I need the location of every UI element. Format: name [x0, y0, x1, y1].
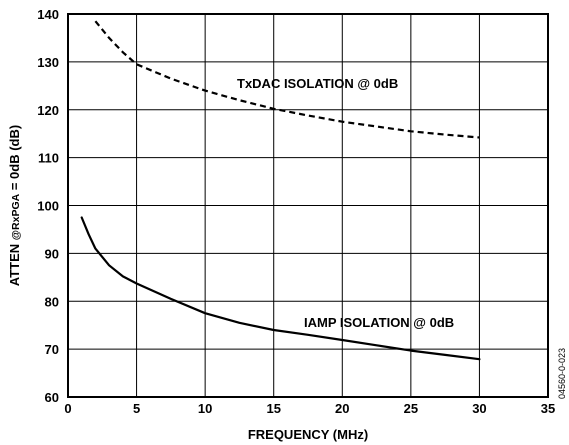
y-tick-label: 70 — [45, 342, 59, 357]
y-tick-label: 120 — [37, 103, 59, 118]
y-tick-label: 110 — [38, 151, 59, 166]
x-tick-label: 20 — [335, 401, 349, 416]
x-tick-labels: 0 5 10 15 20 25 30 35 — [64, 401, 555, 416]
series-group — [80, 20, 481, 361]
y-tick-label: 100 — [37, 199, 59, 214]
y-tick-label: 130 — [37, 55, 59, 70]
figure-id: 04560-0-023 — [557, 348, 567, 399]
y-axis-label: ATTEN @RxPGA = 0dB (dB) — [7, 125, 22, 286]
grid — [68, 14, 548, 397]
x-tick-label: 25 — [404, 401, 418, 416]
series-line-txdac — [94, 20, 480, 139]
x-axis-label: FREQUENCY (MHz) — [248, 427, 368, 442]
y-tick-label: 60 — [45, 390, 59, 405]
x-tick-label: 30 — [472, 401, 486, 416]
plot-frame — [67, 13, 549, 398]
series-line-iamp — [80, 216, 481, 361]
y-tick-labels: 60 70 80 90 100 110 120 130 140 — [37, 7, 59, 405]
x-tick-label: 10 — [198, 401, 212, 416]
x-tick-label: 0 — [64, 401, 71, 416]
y-tick-label: 140 — [37, 7, 59, 22]
series-label-iamp: IAMP ISOLATION @ 0dB — [304, 315, 454, 330]
y-tick-label: 90 — [45, 246, 59, 261]
series-label-txdac: TxDAC ISOLATION @ 0dB — [237, 76, 398, 91]
x-tick-label: 35 — [541, 401, 555, 416]
y-tick-label: 80 — [45, 294, 59, 309]
x-tick-label: 15 — [266, 401, 280, 416]
x-tick-label: 5 — [133, 401, 140, 416]
